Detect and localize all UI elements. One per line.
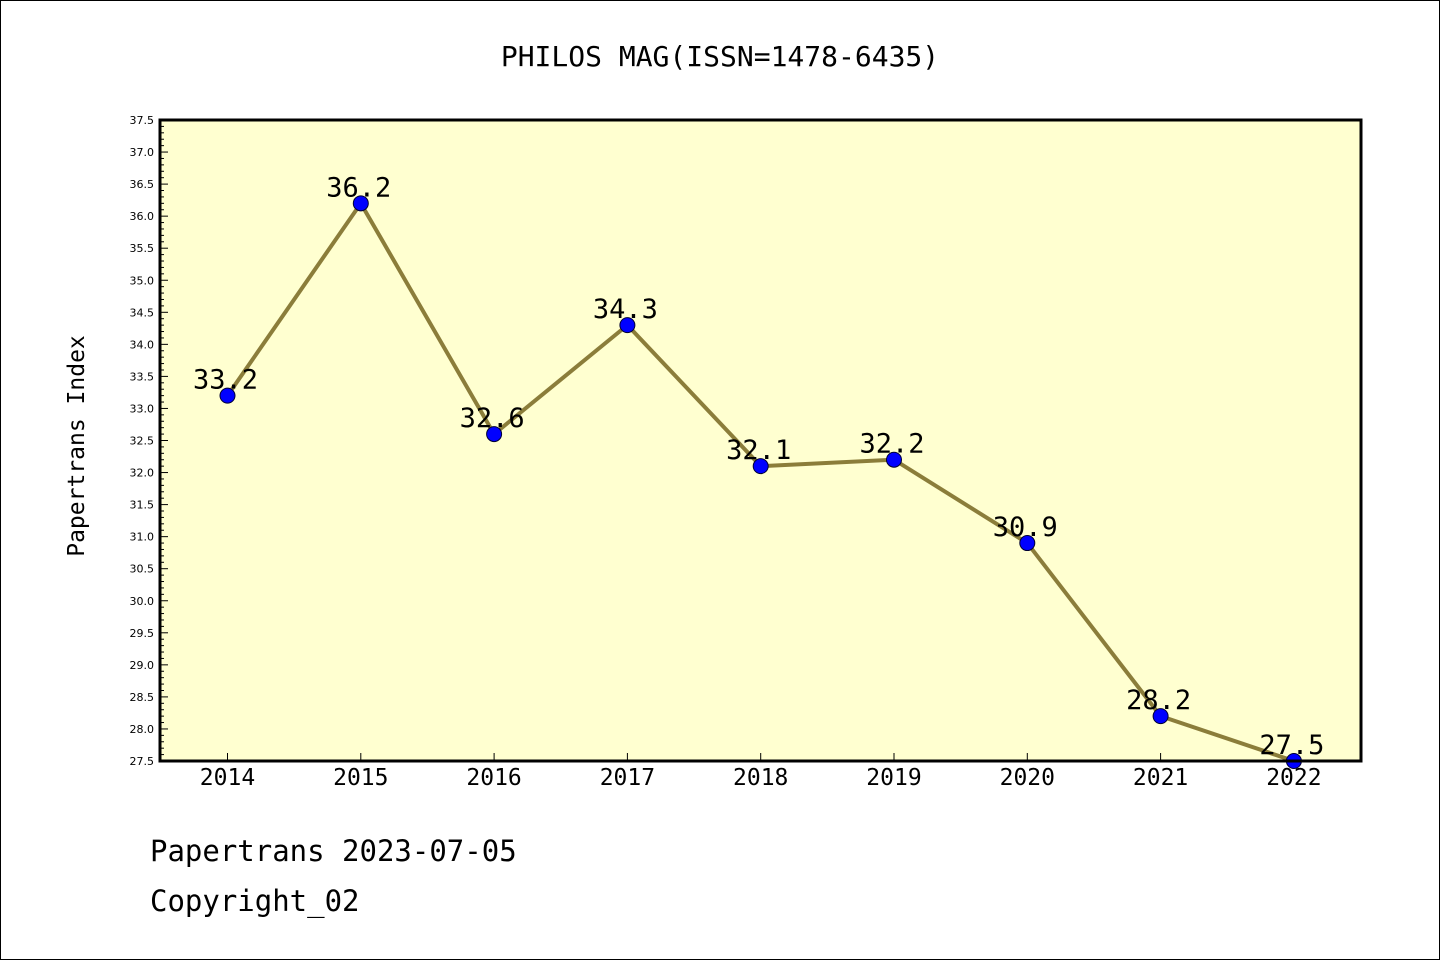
y-tick-label: 36.0 (130, 210, 155, 223)
x-tick-label: 2020 (1000, 765, 1055, 791)
y-tick-label: 33.5 (130, 370, 155, 383)
x-tick-label: 2021 (1133, 765, 1188, 791)
data-point (886, 451, 902, 468)
x-axis: 2014 2015 2016 2017 2018 2019 2020 2021 2022 (200, 753, 1322, 791)
plot-border (158, 118, 1363, 763)
y-tick-label: 35.5 (130, 242, 155, 255)
chart-title: PHILOS MAG(ISSN=1478-6435) (501, 40, 939, 73)
y-tick-label: 32.5 (130, 435, 155, 448)
data-label: 32.2 (859, 429, 924, 460)
data-label: 27.5 (1259, 730, 1324, 761)
data-point (619, 317, 636, 334)
data-point (752, 458, 769, 475)
y-tick-label: 27.5 (130, 755, 155, 768)
y-tick-label: 28.0 (130, 723, 155, 736)
data-label: 30.9 (993, 512, 1058, 543)
y-tick-label: 29.5 (130, 627, 155, 640)
y-tick-label: 37.0 (130, 146, 155, 159)
y-axis-label: Papertrans Index (64, 335, 90, 557)
y-tick-label: 37.5 (130, 114, 155, 127)
y-tick-label: 28.5 (130, 691, 155, 704)
x-tick-label: 2015 (333, 765, 388, 791)
data-markers (219, 195, 1302, 769)
x-tick-label: 2018 (733, 765, 788, 791)
x-tick-label: 2014 (200, 765, 255, 791)
data-point (1019, 535, 1036, 552)
y-tick-label: 31.0 (130, 531, 155, 544)
data-label: 34.3 (593, 294, 658, 325)
data-label: 33.2 (193, 365, 258, 396)
y-tick-label: 36.5 (130, 178, 155, 191)
y-tick-label: 29.0 (130, 659, 155, 672)
footer-date: Papertrans 2023-07-05 (150, 834, 517, 868)
data-point (486, 426, 503, 443)
y-tick-label: 31.5 (130, 499, 155, 512)
data-label: 36.2 (326, 172, 391, 203)
y-axis: 27.5 28.0 28.5 29.0 29.5 30.0 30.5 31.0 31.5 32.0… (130, 114, 168, 768)
x-tick-label: 2017 (600, 765, 655, 791)
data-point (219, 387, 236, 404)
y-tick-label: 33.0 (130, 402, 155, 415)
data-label: 32.1 (726, 435, 791, 466)
x-tick-label: 2022 (1266, 765, 1321, 791)
data-point (1152, 708, 1169, 725)
data-label: 28.2 (1126, 685, 1191, 716)
data-labels: 33.2 36.2 32.6 34.3 32.1 32.2 30.9 28.2 27.5 (193, 172, 1324, 761)
y-tick-label: 30.0 (130, 595, 155, 608)
data-label: 32.6 (460, 403, 525, 434)
x-tick-label: 2019 (866, 765, 921, 791)
y-tick-label: 34.0 (130, 338, 155, 351)
x-tick-label: 2016 (466, 765, 521, 791)
plot-area (160, 120, 1361, 761)
y-tick-label: 35.0 (130, 274, 155, 287)
y-tick-label: 30.5 (130, 563, 155, 576)
data-point (352, 195, 369, 212)
y-tick-label: 32.0 (130, 467, 155, 480)
y-tick-label: 34.5 (130, 306, 155, 319)
footer-copyright: Copyright_02 (150, 884, 360, 918)
